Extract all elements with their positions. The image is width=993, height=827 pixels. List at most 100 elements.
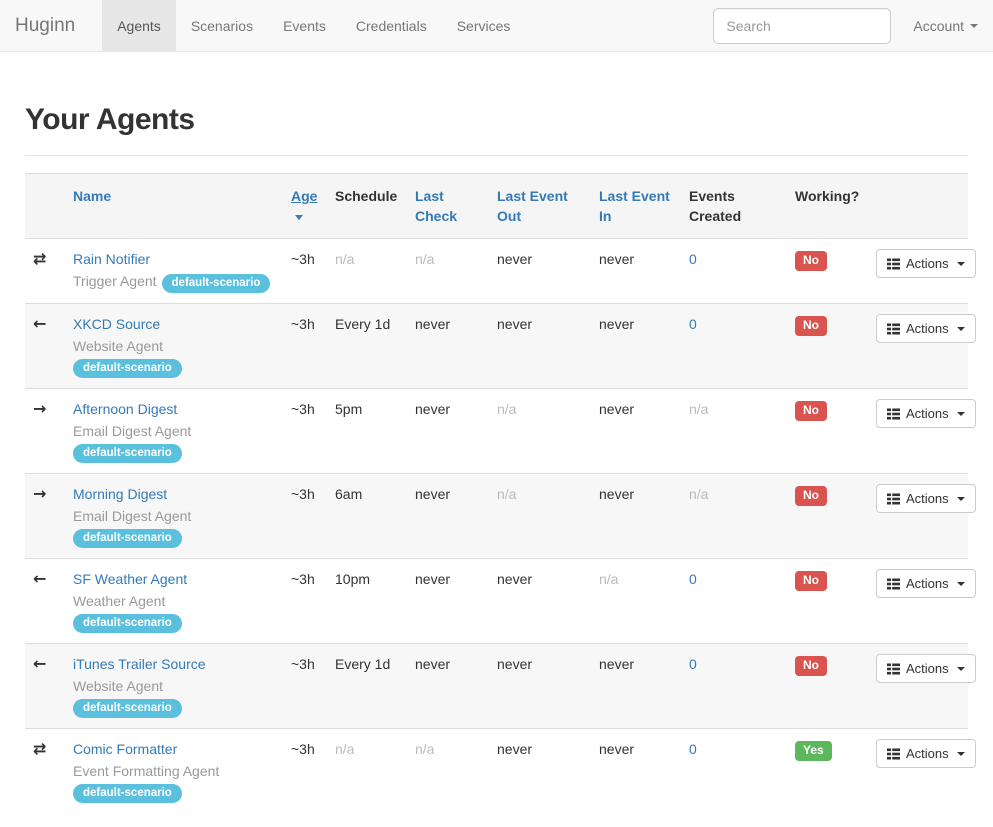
arrow-left-icon: [33, 569, 46, 588]
agent-type: Website Agent: [73, 678, 163, 694]
age-cell: ~3h: [283, 559, 327, 644]
arrow-left-icon: [33, 314, 46, 333]
direction-cell: [25, 729, 65, 827]
account-menu[interactable]: Account: [891, 2, 978, 50]
age-cell: ~3h: [283, 729, 327, 827]
last-check-cell: never: [407, 644, 489, 729]
nav-item-scenarios-label[interactable]: Scenarios: [176, 0, 268, 52]
arrow-left-icon: [33, 654, 46, 673]
actions-cell: Actions: [868, 239, 968, 304]
agent-name-link[interactable]: iTunes Trailer Source: [73, 654, 275, 674]
actions-button[interactable]: Actions: [876, 484, 976, 513]
actions-button-label: Actions: [906, 320, 949, 337]
sort-by-last-check-link[interactable]: Last Check: [415, 188, 457, 224]
nav-item-events[interactable]: Events: [268, 0, 341, 51]
list-icon: [887, 663, 900, 675]
agent-name-link[interactable]: XKCD Source: [73, 314, 275, 334]
nav-item-agents-label[interactable]: Agents: [102, 0, 176, 52]
table-row: Afternoon Digest Email Digest Agentdefau…: [25, 389, 968, 474]
last-event-in-cell: never: [591, 304, 681, 389]
age-cell: ~3h: [283, 304, 327, 389]
sort-by-last-event-in-link[interactable]: Last Event In: [599, 188, 670, 224]
direction-cell: [25, 239, 65, 304]
actions-button[interactable]: Actions: [876, 314, 976, 343]
events-created-link[interactable]: 0: [681, 239, 787, 304]
actions-button[interactable]: Actions: [876, 399, 976, 428]
table-row: SF Weather Agent Weather Agentdefault-sc…: [25, 559, 968, 644]
agents-table: Name Age Schedule Last Check Last Event …: [25, 173, 968, 827]
schedule-cell: Every 1d: [327, 304, 407, 389]
last-event-in-cell: never: [591, 239, 681, 304]
table-row: Morning Digest Email Digest Agentdefault…: [25, 474, 968, 559]
status-badge: No: [795, 316, 827, 336]
actions-cell: Actions: [868, 644, 968, 729]
last-event-in-cell: never: [591, 474, 681, 559]
last-event-out-cell: never: [489, 644, 591, 729]
list-icon: [887, 493, 900, 505]
working-cell: No: [787, 304, 868, 389]
last-event-in-cell: n/a: [591, 559, 681, 644]
scenario-badge[interactable]: default-scenario: [73, 699, 182, 718]
agent-name-link[interactable]: Afternoon Digest: [73, 399, 275, 419]
agent-name-link[interactable]: Comic Formatter: [73, 739, 275, 759]
events-created-link[interactable]: 0: [681, 729, 787, 827]
events-created-link[interactable]: 0: [681, 644, 787, 729]
sort-by-name-link[interactable]: Name: [73, 188, 111, 204]
name-cell: Afternoon Digest Email Digest Agentdefau…: [65, 389, 283, 474]
search-input[interactable]: [713, 8, 891, 44]
transfer-icon: [33, 739, 46, 758]
nav-item-events-label[interactable]: Events: [268, 0, 341, 52]
agent-type: Event Formatting Agent: [73, 763, 219, 779]
nav-item-services[interactable]: Services: [442, 0, 526, 51]
actions-button[interactable]: Actions: [876, 654, 976, 683]
scenario-badge[interactable]: default-scenario: [73, 614, 182, 633]
header-working: Working?: [787, 174, 868, 239]
status-badge: No: [795, 486, 827, 506]
agent-name-link[interactable]: Morning Digest: [73, 484, 275, 504]
brand-link[interactable]: Huginn: [15, 0, 90, 51]
scenario-badge[interactable]: default-scenario: [162, 274, 271, 293]
nav-item-credentials-label[interactable]: Credentials: [341, 0, 442, 52]
header-schedule: Schedule: [327, 174, 407, 239]
age-cell: ~3h: [283, 644, 327, 729]
actions-button-label: Actions: [906, 405, 949, 422]
scenario-badge[interactable]: default-scenario: [73, 359, 182, 378]
scenario-badge[interactable]: default-scenario: [73, 444, 182, 463]
nav-item-services-label[interactable]: Services: [442, 0, 526, 52]
name-cell: Morning Digest Email Digest Agentdefault…: [65, 474, 283, 559]
agent-name-link[interactable]: Rain Notifier: [73, 249, 275, 269]
sort-by-age-link[interactable]: Age: [291, 188, 317, 204]
status-badge: No: [795, 401, 827, 421]
actions-cell: Actions: [868, 559, 968, 644]
events-created-link[interactable]: 0: [681, 559, 787, 644]
nav-item-agents[interactable]: Agents: [102, 0, 176, 51]
main-nav: Agents Scenarios Events Credentials Serv…: [102, 0, 525, 51]
actions-button[interactable]: Actions: [876, 569, 976, 598]
sort-desc-icon: [295, 215, 303, 220]
actions-cell: Actions: [868, 304, 968, 389]
scenario-badge[interactable]: default-scenario: [73, 529, 182, 548]
list-icon: [887, 748, 900, 760]
chevron-down-icon: [957, 582, 965, 586]
scenario-badge[interactable]: default-scenario: [73, 784, 182, 803]
header-actions-spacer: [868, 174, 968, 239]
events-created-link[interactable]: 0: [681, 304, 787, 389]
actions-cell: Actions: [868, 729, 968, 827]
actions-cell: Actions: [868, 474, 968, 559]
main-content: Your Agents Name Age Schedule Last Check…: [25, 103, 968, 827]
events-created-cell: n/a: [681, 474, 787, 559]
status-badge: No: [795, 571, 827, 591]
nav-item-scenarios[interactable]: Scenarios: [176, 0, 268, 51]
header-last-event-out: Last Event Out: [489, 174, 591, 239]
list-icon: [887, 258, 900, 270]
actions-button[interactable]: Actions: [876, 249, 976, 278]
working-cell: No: [787, 644, 868, 729]
sort-by-last-event-out-link[interactable]: Last Event Out: [497, 188, 568, 224]
last-event-out-cell: never: [489, 304, 591, 389]
top-navbar: Huginn Agents Scenarios Events Credentia…: [0, 0, 993, 52]
agent-name-link[interactable]: SF Weather Agent: [73, 569, 275, 589]
nav-item-credentials[interactable]: Credentials: [341, 0, 442, 51]
chevron-down-icon: [957, 667, 965, 671]
actions-button[interactable]: Actions: [876, 739, 976, 768]
chevron-down-icon: [970, 24, 978, 28]
